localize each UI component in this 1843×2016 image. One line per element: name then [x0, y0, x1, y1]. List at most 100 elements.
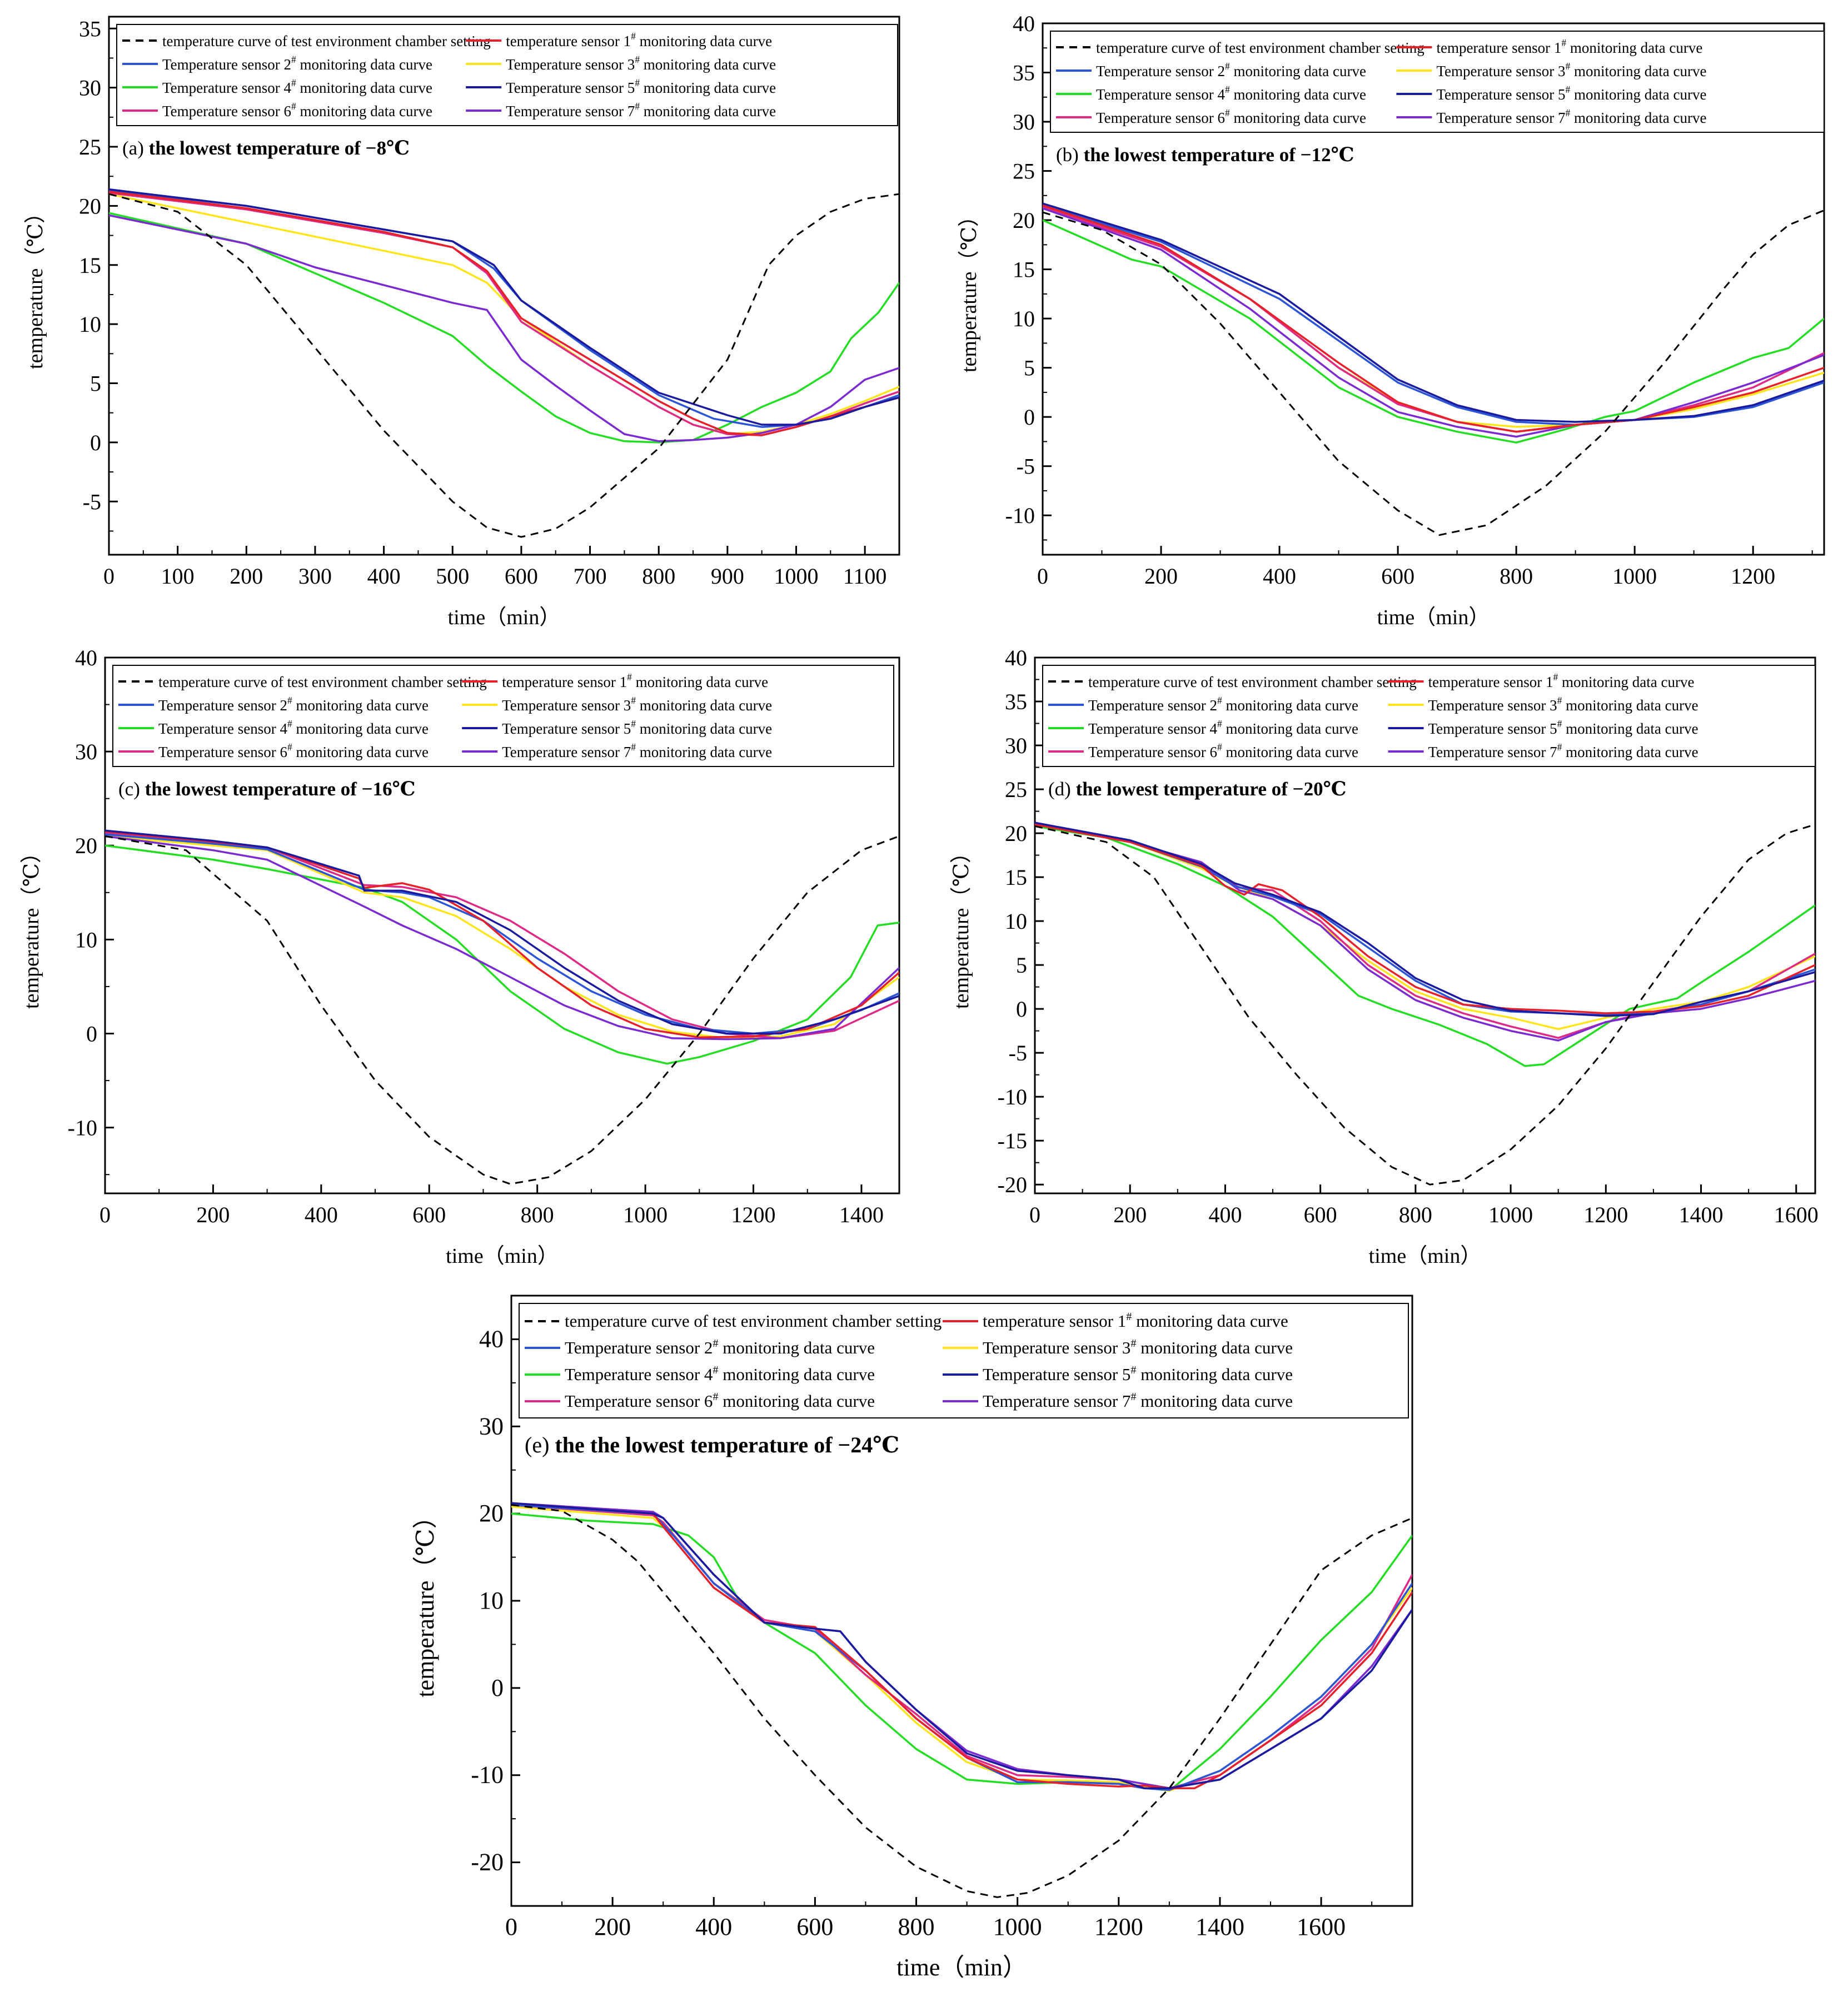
series-line-s2 — [1043, 204, 1824, 426]
y-tick-label: 30 — [75, 739, 97, 764]
y-tick-label: 15 — [1005, 865, 1027, 890]
y-axis-label: temperature（℃） — [950, 842, 973, 1009]
y-tick-label: 5 — [90, 371, 101, 396]
legend-label-s1: temperature sensor 1# monitoring data cu… — [983, 1311, 1288, 1331]
x-tick-label: 200 — [230, 564, 263, 589]
x-tick-label: 400 — [1208, 1202, 1242, 1227]
legend: temperature curve of test environment ch… — [1050, 31, 1825, 133]
y-tick-label: 10 — [75, 927, 97, 952]
legend-label-s5: Temperature sensor 5# monitoring data cu… — [1428, 718, 1698, 737]
x-tick-label: 800 — [1500, 564, 1533, 589]
series-line-s4 — [511, 1512, 1412, 1792]
legend-label-s5: Temperature sensor 5# monitoring data cu… — [506, 77, 776, 96]
y-tick-label: 10 — [1005, 909, 1027, 934]
legend-label-s6: Temperature sensor 6# monitoring data cu… — [1096, 107, 1366, 126]
series-line-s4 — [109, 212, 899, 444]
panel-annotation: (d) the lowest temperature of −20℃ — [1048, 778, 1347, 800]
legend-box — [1050, 31, 1825, 133]
series-line-s4 — [1035, 825, 1815, 1067]
y-tick-label: -10 — [471, 1761, 504, 1789]
legend-label-s6: Temperature sensor 6# monitoring data cu… — [162, 101, 432, 120]
series-line-s2 — [511, 1504, 1412, 1791]
x-tick-label: 200 — [594, 1913, 631, 1940]
legend-box — [1042, 665, 1816, 767]
x-tick-label: 0 — [99, 1202, 111, 1227]
x-tick-label: 1400 — [1679, 1202, 1724, 1227]
series-line-s7 — [105, 835, 899, 1041]
panel-c-chart: 0 200 400 600 800 1000 1200 1400 -10 0 10 20 30 40 tim… — [20, 645, 900, 1268]
y-tick-label: -20 — [471, 1849, 504, 1876]
series-line-chamber — [1035, 823, 1815, 1186]
series-line-s1 — [1043, 204, 1824, 433]
y-tick-label: 20 — [479, 1500, 504, 1527]
legend-label-s7: Temperature sensor 7# monitoring data cu… — [1428, 741, 1698, 760]
legend-label-s7: Temperature sensor 7# monitoring data cu… — [502, 741, 772, 760]
y-tick-label: 5 — [1024, 356, 1035, 381]
legend-label-s3: Temperature sensor 3# monitoring data cu… — [1436, 61, 1706, 79]
panel-a-chart: 0 100 200 300 400 500 600 700 800 900 1000 1100 -5 0 5… — [24, 16, 900, 629]
legend-label-s6: Temperature sensor 6# monitoring data cu… — [158, 741, 429, 760]
legend-label-chamber: temperature curve of test environment ch… — [158, 674, 487, 690]
y-axis-label: temperature（℃） — [412, 1504, 439, 1697]
legend-label-s4: Temperature sensor 4# monitoring data cu… — [158, 718, 429, 737]
x-tick-label: 600 — [505, 564, 538, 589]
series-line-s1 — [1035, 823, 1815, 1014]
series-line-s5 — [511, 1502, 1412, 1789]
x-tick-label: 600 — [1381, 564, 1414, 589]
x-tick-label: 400 — [367, 564, 401, 589]
legend-label-s4: Temperature sensor 4# monitoring data cu… — [162, 77, 432, 96]
y-tick-label: -10 — [1005, 503, 1035, 528]
legend-label-s7: Temperature sensor 7# monitoring data cu… — [506, 101, 776, 120]
legend-label-s6: Temperature sensor 6# monitoring data cu… — [1088, 741, 1358, 760]
x-tick-label: 0 — [103, 564, 114, 589]
y-tick-label: 30 — [1013, 109, 1035, 135]
legend-box — [112, 665, 894, 767]
y-tick-label: 15 — [79, 253, 101, 278]
y-tick-label: 35 — [79, 16, 101, 41]
panel-b-chart: 0 200 400 600 800 1000 1200 -10 -5 0 5 10 15 20 25 30 35… — [958, 11, 1825, 629]
plot-frame — [1034, 656, 1816, 1194]
series-line-s5 — [109, 188, 899, 426]
series-line-s4 — [1043, 219, 1824, 444]
x-tick-label: 400 — [1263, 564, 1296, 589]
y-tick-label: 40 — [75, 645, 97, 670]
y-tick-label: 5 — [1016, 953, 1027, 978]
series-line-s7 — [1043, 207, 1824, 438]
legend: temperature curve of test environment ch… — [519, 1303, 1409, 1418]
legend-label-s1: temperature sensor 1# monitoring data cu… — [502, 671, 768, 690]
y-tick-label: 10 — [79, 312, 101, 337]
series-line-s7 — [109, 214, 899, 442]
x-tick-label: 300 — [298, 564, 332, 589]
y-tick-label: 0 — [1024, 405, 1035, 430]
y-axis-label: temperature（℃） — [20, 842, 43, 1009]
x-tick-label: 600 — [1304, 1202, 1337, 1227]
x-tick-label: 1600 — [1297, 1913, 1346, 1940]
y-tick-label: -5 — [83, 489, 101, 514]
panel-annotation: (c) the lowest temperature of −16℃ — [118, 778, 416, 800]
y-tick-label: 40 — [479, 1325, 504, 1352]
y-tick-label: -10 — [998, 1084, 1027, 1109]
plot-frame — [108, 16, 900, 556]
legend-label-chamber: temperature curve of test environment ch… — [565, 1311, 942, 1331]
x-tick-label: 1400 — [1196, 1913, 1244, 1940]
x-tick-label: 100 — [161, 564, 195, 589]
y-tick-label: -5 — [1009, 1041, 1027, 1066]
legend-label-chamber: temperature curve of test environment ch… — [162, 33, 491, 49]
legend-label-s6: Temperature sensor 6# monitoring data cu… — [565, 1391, 875, 1411]
y-tick-label: 40 — [1005, 645, 1027, 670]
x-axis-label: time（min） — [446, 1245, 559, 1268]
legend: temperature curve of test environment ch… — [112, 665, 894, 767]
series-line-s1 — [511, 1502, 1412, 1789]
x-tick-label: 1100 — [843, 564, 887, 589]
x-tick-label: 900 — [711, 564, 744, 589]
y-axis-label: temperature（℃） — [24, 202, 47, 369]
legend-label-s1: temperature sensor 1# monitoring data cu… — [506, 31, 772, 49]
legend-label-s3: Temperature sensor 3# monitoring data cu… — [502, 695, 772, 714]
x-tick-label: 1200 — [1731, 564, 1775, 589]
x-tick-label: 200 — [1144, 564, 1178, 589]
x-tick-label: 0 — [1037, 564, 1048, 589]
series-line-chamber — [105, 835, 899, 1185]
x-tick-label: 400 — [305, 1202, 338, 1227]
x-tick-label: 700 — [574, 564, 607, 589]
panel-annotation: (b) the lowest temperature of −12℃ — [1056, 144, 1354, 166]
